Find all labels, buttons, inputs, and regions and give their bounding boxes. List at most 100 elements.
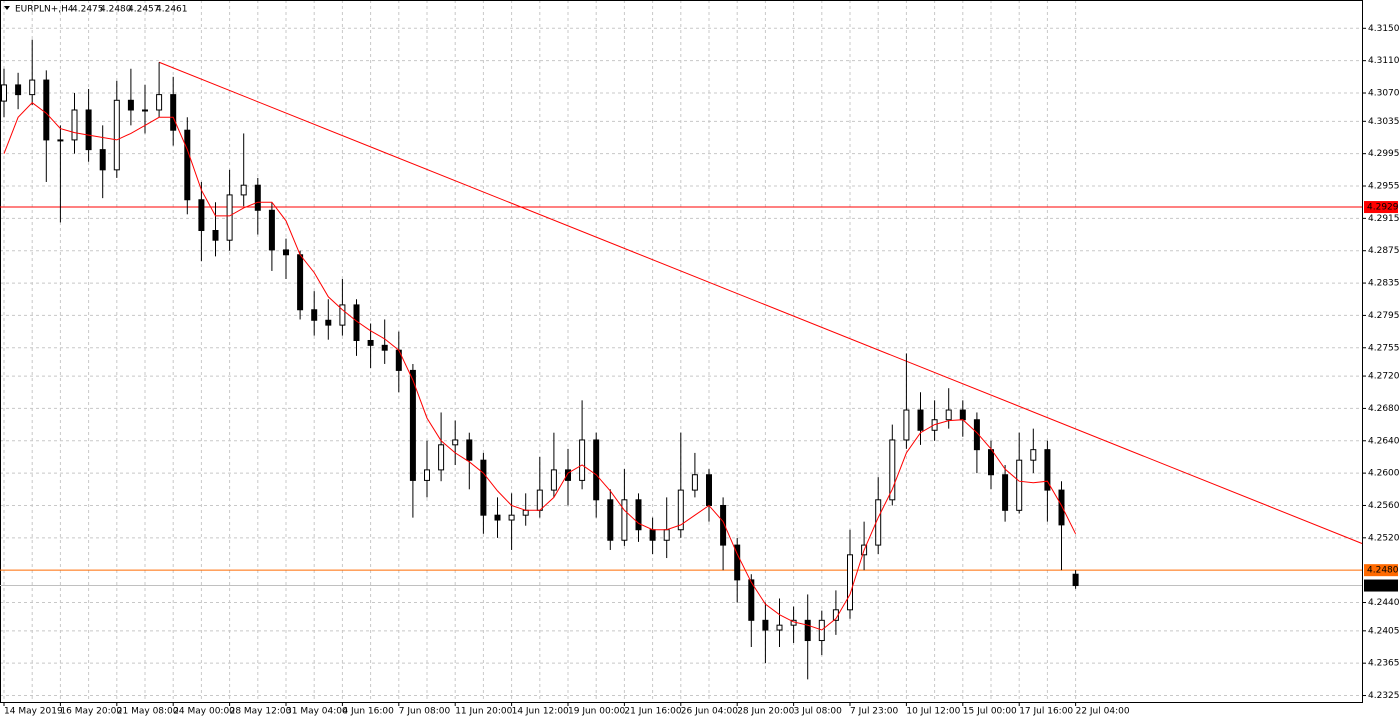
candle-body (466, 439, 473, 461)
x-tick-label: 17 Jul 16:00 (1019, 707, 1073, 717)
x-tick-label: 28 Jun 20:00 (737, 707, 794, 717)
y-tick-label: 4.3035 (1368, 117, 1400, 127)
candle-body (184, 129, 191, 201)
symbol: EURPLN+,H4 (15, 5, 74, 15)
y-tick-label: 4.3070 (1368, 89, 1400, 99)
candle-body (297, 254, 304, 311)
x-tick-label: 22 Jul 04:00 (1076, 707, 1130, 717)
y-tick-label: 4.2720 (1368, 372, 1400, 382)
candle-body (283, 249, 289, 256)
candle-body (170, 94, 177, 131)
y-tick-label: 4.2875 (1368, 246, 1400, 256)
menu-arrow[interactable] (4, 6, 10, 10)
x-tick-label: 14 May 2019 (4, 707, 63, 717)
candle-body (889, 439, 896, 501)
candle-body (29, 79, 36, 96)
y-tick-label: 4.2995 (1368, 149, 1400, 159)
x-tick-label: 19 Jun 00:00 (568, 707, 625, 717)
candle-body (438, 444, 445, 471)
candle-body (452, 439, 459, 446)
plot-frame (0, 0, 1363, 703)
candle-body (156, 94, 163, 111)
x-tick-label: 4 Jun 16:00 (342, 707, 394, 717)
price-tag (1364, 564, 1398, 577)
y-tick-label: 4.2755 (1368, 343, 1400, 353)
y-tick-label: 4.2440 (1368, 598, 1400, 608)
y-tick-label: 4.2680 (1368, 404, 1400, 414)
candle-body (734, 544, 741, 581)
candle-body (424, 469, 430, 481)
candle-body (494, 514, 501, 521)
candle-body (325, 319, 332, 326)
y-tick-label: 4.2405 (1368, 626, 1400, 636)
candle-body (240, 184, 247, 196)
candle-body (311, 309, 318, 321)
y-tick-label: 4.2835 (1368, 279, 1400, 289)
candle-body (945, 409, 952, 421)
x-tick-label: 10 Jul 12:00 (906, 707, 960, 717)
x-tick-label: 3 Jul 08:00 (794, 707, 843, 717)
candle-body (607, 499, 614, 541)
candle-body (1044, 449, 1051, 491)
moving-average (3, 102, 1077, 631)
y-tick-label: 4.2795 (1368, 311, 1400, 321)
x-tick-label: 16 May 20:00 (60, 707, 122, 717)
candle-body (593, 439, 600, 501)
candle-body (99, 149, 106, 171)
candle-body (43, 79, 50, 141)
candle-body (917, 409, 924, 431)
candle-body (748, 579, 755, 621)
candle-body (142, 109, 148, 112)
x-tick-label: 11 Jun 20:00 (455, 707, 512, 717)
candle-body (663, 529, 670, 541)
candle-body (127, 99, 134, 111)
candle-body (1, 84, 7, 102)
candle-body (635, 499, 642, 531)
candle-body (621, 499, 628, 541)
candle-body (677, 489, 684, 531)
x-tick-label: 28 May 12:00 (230, 707, 292, 717)
x-tick-label: 14 Jun 12:00 (512, 707, 569, 717)
x-tick-label: 31 May 04:00 (286, 707, 348, 717)
candle-body (706, 474, 712, 506)
price-tag-label: 4.2929 (1367, 203, 1399, 213)
quote-value: 4.2457 (128, 5, 160, 15)
candle-body (1030, 449, 1037, 461)
candle-body (381, 344, 388, 351)
candle-body (226, 194, 233, 241)
candle-body (903, 409, 910, 441)
candle-body (522, 509, 529, 516)
x-tick-label: 24 May 00:00 (173, 707, 235, 717)
candle-body (212, 229, 219, 241)
candle-body (988, 449, 994, 476)
candle-body (1016, 459, 1023, 511)
candle-body (550, 469, 557, 491)
y-tick-label: 4.2915 (1368, 214, 1400, 224)
candle-body (804, 619, 811, 642)
quote-value: 4.2461 (156, 5, 188, 15)
candle-body (762, 619, 769, 631)
candle-body (254, 184, 261, 211)
x-tick-label: 21 Jun 16:00 (624, 707, 681, 717)
y-tick-label: 4.3110 (1368, 56, 1400, 66)
candle-body (1072, 573, 1079, 587)
x-tick-label: 26 Jun 04:00 (681, 707, 738, 717)
y-tick-label: 4.2600 (1368, 469, 1400, 479)
price-tag (1364, 579, 1398, 592)
candle-body (367, 339, 374, 346)
candle-body (847, 554, 853, 611)
y-tick-label: 4.2640 (1368, 436, 1400, 446)
candle-body (480, 459, 487, 516)
y-tick-label: 4.2325 (1368, 691, 1400, 701)
candle-body (113, 99, 120, 171)
candle-body (720, 504, 727, 546)
candle-body (536, 489, 543, 511)
candle-body (973, 419, 980, 451)
candle-body (268, 209, 275, 251)
candle-body (565, 469, 571, 481)
candle-body (1002, 474, 1009, 511)
y-tick-label: 4.2365 (1368, 659, 1400, 669)
x-tick-label: 7 Jul 23:00 (850, 707, 899, 717)
price-tag (1364, 201, 1398, 214)
